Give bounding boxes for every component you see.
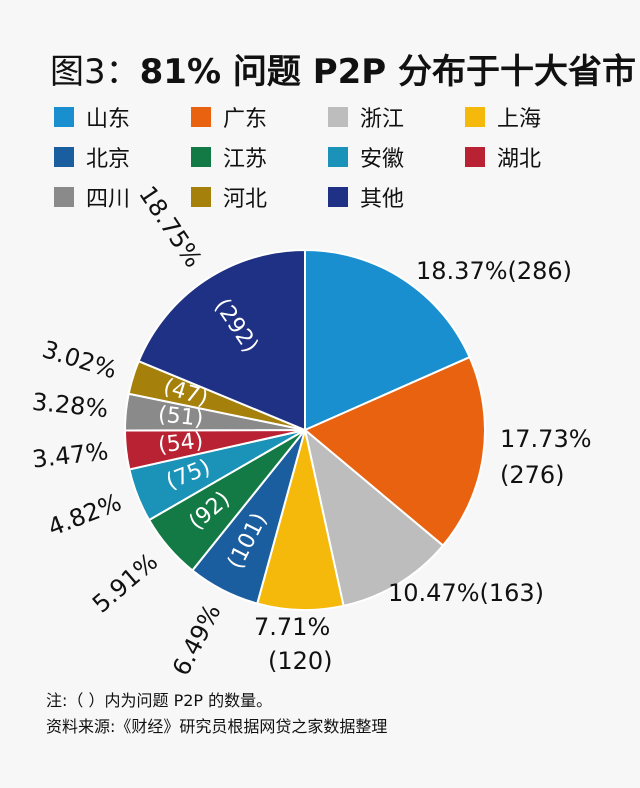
chart-title-main: 81% 问题 P2P 分布于十大省市 bbox=[139, 52, 637, 92]
legend-swatch bbox=[54, 107, 74, 127]
legend-label: 河北 bbox=[223, 187, 268, 212]
pie-slice-3 bbox=[303, 427, 445, 608]
legend-swatch bbox=[465, 107, 485, 127]
legend-swatch bbox=[191, 107, 211, 127]
legend-item: 北京 bbox=[54, 144, 191, 172]
legend-swatch bbox=[328, 107, 348, 127]
legend-label: 湖北 bbox=[497, 147, 542, 172]
data-label-1: 18.37%(286) bbox=[416, 257, 572, 285]
legend-item: 山东 bbox=[54, 104, 191, 132]
data-label-count-2: (276) bbox=[500, 461, 565, 489]
data-label-pct-10: 3.02% bbox=[39, 335, 120, 384]
data-label-pct-4: 7.71% bbox=[254, 613, 330, 641]
legend-item: 河北 bbox=[191, 184, 328, 212]
data-label-pct-5: 6.49% bbox=[167, 600, 227, 681]
legend-swatch bbox=[328, 187, 348, 207]
legend-item: 其他 bbox=[328, 184, 465, 212]
legend-swatch bbox=[191, 147, 211, 167]
source-line: 资料来源:《财经》研究员根据网贷之家数据整理 bbox=[46, 717, 388, 736]
legend-item: 江苏 bbox=[191, 144, 328, 172]
data-label-pct-8: 3.47% bbox=[31, 437, 110, 473]
legend-swatch bbox=[54, 147, 74, 167]
legend-item: 安徽 bbox=[328, 144, 465, 172]
note-line: 注:（ ）内为问题 P2P 的数量。 bbox=[46, 691, 273, 710]
data-label-count-9: (51) bbox=[157, 402, 204, 431]
data-label-count-8: (54) bbox=[157, 429, 205, 459]
chart-title: 图3：81% 问题 P2P 分布于十大省市 bbox=[50, 44, 636, 93]
legend-label: 其他 bbox=[360, 187, 405, 212]
legend-item: 浙江 bbox=[328, 104, 465, 132]
legend-label: 安徽 bbox=[360, 147, 405, 172]
legend-label: 四川 bbox=[86, 187, 131, 212]
data-label-3: 10.47%(163) bbox=[388, 579, 544, 607]
data-label-pct-7: 4.82% bbox=[44, 488, 125, 542]
legend-label: 浙江 bbox=[360, 107, 405, 132]
legend: 山东 广东 浙江 上海北京 江苏 安徽 湖北四川 河北 其他 bbox=[54, 104, 614, 212]
legend-label: 上海 bbox=[497, 107, 542, 132]
legend-label: 北京 bbox=[86, 147, 131, 172]
legend-swatch bbox=[191, 187, 211, 207]
legend-item: 四川 bbox=[54, 184, 191, 212]
pie-slice-2 bbox=[303, 355, 486, 547]
data-label-count-4: (120) bbox=[268, 647, 333, 675]
chart-notes: 注:（ ）内为问题 P2P 的数量。 资料来源:《财经》研究员根据网贷之家数据整… bbox=[46, 688, 387, 740]
data-label-pct-9: 3.28% bbox=[31, 388, 110, 423]
legend-item: 上海 bbox=[465, 104, 602, 132]
data-label-pct-6: 5.91% bbox=[87, 548, 163, 619]
legend-item: 湖北 bbox=[465, 144, 602, 172]
chart-title-prefix: 图3： bbox=[50, 52, 140, 92]
legend-swatch bbox=[465, 147, 485, 167]
legend-label: 江苏 bbox=[223, 147, 268, 172]
legend-label: 山东 bbox=[86, 107, 131, 132]
legend-swatch bbox=[328, 147, 348, 167]
data-label-pct-11: 18.75% bbox=[133, 181, 207, 273]
pie-slice-1 bbox=[304, 248, 471, 432]
legend-item: 广东 bbox=[191, 104, 328, 132]
legend-label: 广东 bbox=[223, 107, 268, 132]
data-label-pct-2: 17.73% bbox=[500, 425, 592, 453]
legend-swatch bbox=[54, 187, 74, 207]
pie-slice-11 bbox=[137, 248, 306, 432]
